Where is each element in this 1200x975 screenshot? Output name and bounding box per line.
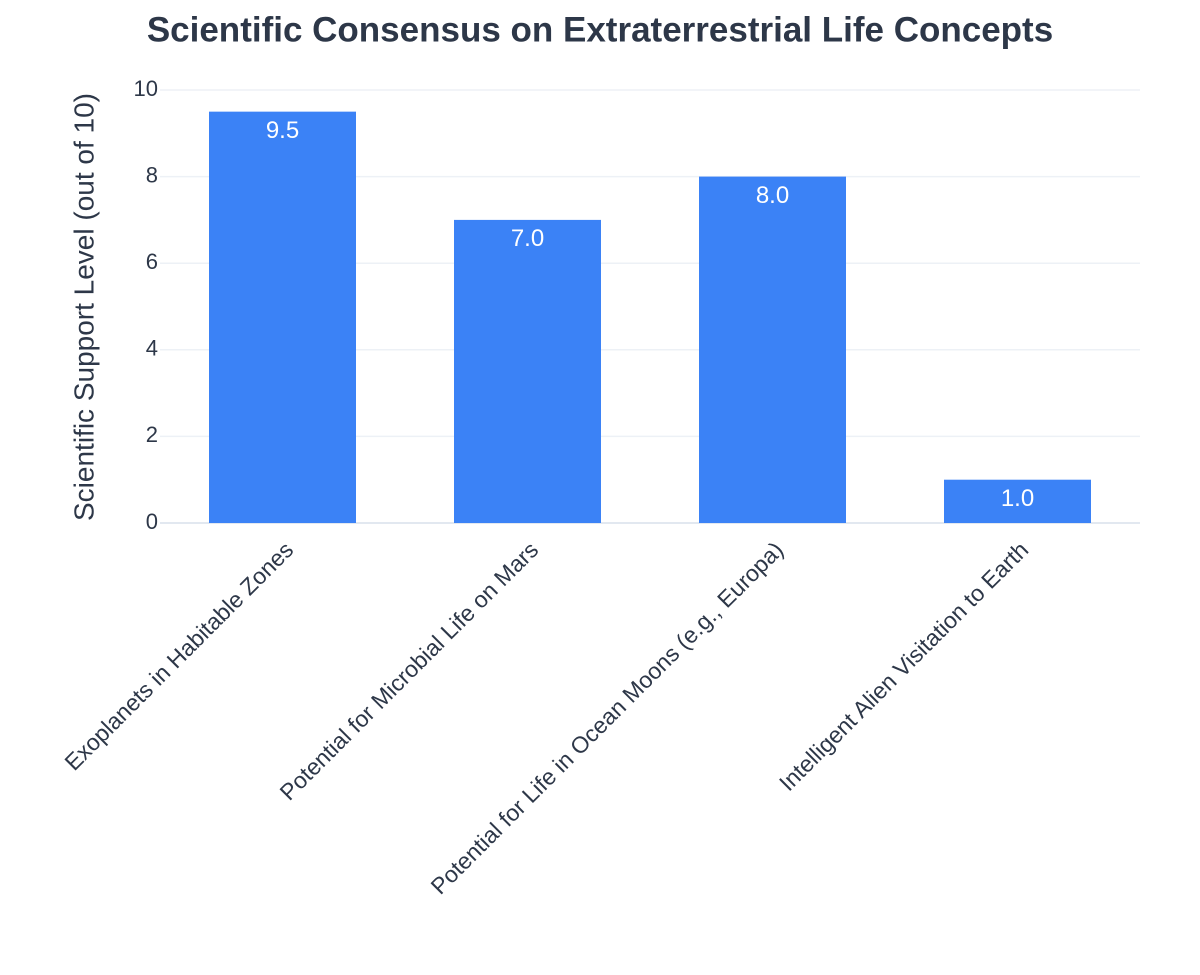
value-label: 9.5 xyxy=(266,117,299,144)
y-tick-label: 10 xyxy=(134,76,158,101)
x-tick-label: Intelligent Alien Visitation to Earth xyxy=(774,536,1033,795)
y-tick-label: 8 xyxy=(146,162,158,187)
value-label: 8.0 xyxy=(756,182,789,209)
value-label: 1.0 xyxy=(1001,485,1034,512)
bar xyxy=(454,219,601,523)
x-tick-label: Potential for Microbial Life on Mars xyxy=(275,536,544,805)
bar xyxy=(209,111,356,524)
y-tick-label: 4 xyxy=(146,336,158,361)
y-tick-label: 2 xyxy=(146,422,158,447)
x-tick-label: Exoplanets in Habitable Zones xyxy=(59,536,298,775)
bar xyxy=(944,479,1091,523)
chart-title: Scientific Consensus on Extraterrestrial… xyxy=(147,10,1053,49)
bar xyxy=(699,176,846,523)
y-axis-title: Scientific Support Level (out of 10) xyxy=(68,93,99,521)
value-label: 7.0 xyxy=(511,225,544,252)
y-tick-label: 0 xyxy=(146,509,158,534)
y-tick-label: 6 xyxy=(146,249,158,274)
